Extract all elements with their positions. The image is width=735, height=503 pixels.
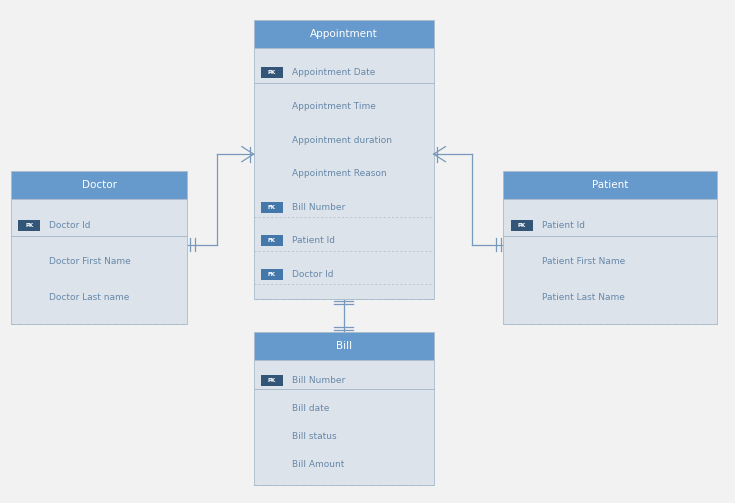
Text: Patient First Name: Patient First Name bbox=[542, 257, 625, 266]
FancyBboxPatch shape bbox=[11, 199, 187, 324]
FancyBboxPatch shape bbox=[261, 269, 283, 280]
Text: Bill: Bill bbox=[336, 341, 351, 351]
FancyBboxPatch shape bbox=[261, 202, 283, 213]
FancyBboxPatch shape bbox=[254, 360, 434, 485]
Text: PK: PK bbox=[25, 223, 34, 228]
Text: Doctor Last name: Doctor Last name bbox=[49, 293, 129, 302]
Text: Appointment Date: Appointment Date bbox=[292, 68, 375, 77]
FancyBboxPatch shape bbox=[254, 332, 434, 360]
Text: Doctor: Doctor bbox=[82, 180, 117, 190]
FancyBboxPatch shape bbox=[261, 375, 283, 386]
Text: Doctor Id: Doctor Id bbox=[49, 221, 90, 230]
Text: Appointment: Appointment bbox=[309, 29, 378, 39]
Text: FK: FK bbox=[268, 238, 276, 243]
FancyBboxPatch shape bbox=[503, 171, 717, 199]
Text: Appointment Reason: Appointment Reason bbox=[292, 169, 387, 178]
Text: Bill date: Bill date bbox=[292, 404, 329, 413]
Text: Doctor Id: Doctor Id bbox=[292, 270, 333, 279]
Text: PK: PK bbox=[268, 70, 276, 75]
FancyBboxPatch shape bbox=[254, 48, 434, 299]
Text: Patient Id: Patient Id bbox=[542, 221, 585, 230]
Text: FK: FK bbox=[268, 272, 276, 277]
Text: Appointment Time: Appointment Time bbox=[292, 102, 376, 111]
FancyBboxPatch shape bbox=[261, 235, 283, 246]
FancyBboxPatch shape bbox=[11, 171, 187, 199]
Text: Bill Number: Bill Number bbox=[292, 376, 345, 385]
Text: Bill status: Bill status bbox=[292, 432, 337, 441]
Text: Doctor First Name: Doctor First Name bbox=[49, 257, 131, 266]
FancyBboxPatch shape bbox=[18, 220, 40, 231]
FancyBboxPatch shape bbox=[261, 67, 283, 78]
Text: Patient: Patient bbox=[592, 180, 628, 190]
FancyBboxPatch shape bbox=[511, 220, 533, 231]
Text: Patient Last Name: Patient Last Name bbox=[542, 293, 625, 302]
Text: PK: PK bbox=[517, 223, 526, 228]
FancyBboxPatch shape bbox=[503, 199, 717, 324]
Text: FK: FK bbox=[268, 205, 276, 210]
Text: Bill Number: Bill Number bbox=[292, 203, 345, 212]
FancyBboxPatch shape bbox=[254, 20, 434, 48]
Text: PK: PK bbox=[268, 378, 276, 383]
Text: Bill Amount: Bill Amount bbox=[292, 460, 344, 469]
Text: Patient Id: Patient Id bbox=[292, 236, 335, 245]
Text: Appointment duration: Appointment duration bbox=[292, 135, 392, 144]
